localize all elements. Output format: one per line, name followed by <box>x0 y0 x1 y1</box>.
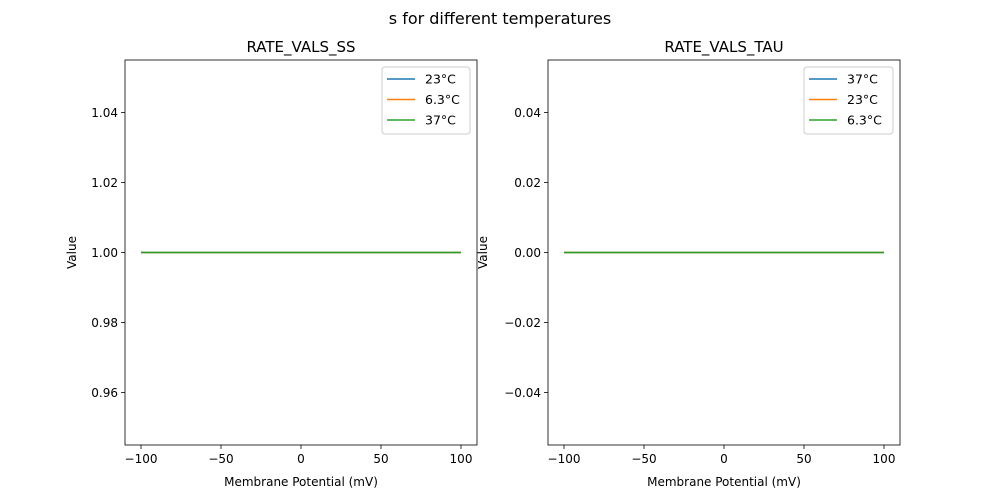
legend-entry: 6.3°C <box>847 113 882 128</box>
x-axis-label: Membrane Potential (mV) <box>224 475 378 489</box>
y-tick-label: 0.98 <box>91 316 118 330</box>
subplot-title: RATE_VALS_SS <box>246 38 355 57</box>
legend-frame <box>381 66 471 135</box>
x-tick-label: 0 <box>297 452 305 466</box>
legend-entry: 23°C <box>425 72 456 87</box>
y-tick-label: 0.04 <box>514 106 541 120</box>
x-tick-label: −100 <box>125 452 158 466</box>
subplot-title: RATE_VALS_TAU <box>664 38 783 57</box>
legend-entry: 37°C <box>425 113 456 128</box>
x-tick-label: −50 <box>208 452 233 466</box>
y-tick-label: 0.00 <box>514 246 541 260</box>
legend-entry: 37°C <box>847 72 878 87</box>
legend-frame <box>803 66 894 135</box>
x-tick-label: 50 <box>373 452 388 466</box>
y-tick-label: 1.00 <box>91 246 118 260</box>
legend: 23°C 6.3°C 37°C <box>381 66 471 135</box>
x-tick-label: 50 <box>796 452 811 466</box>
y-axis-label: Value <box>65 236 79 269</box>
x-tick-label: 100 <box>450 452 473 466</box>
y-axis-label: Value <box>476 236 490 269</box>
y-tick-label: 0.02 <box>514 176 541 190</box>
x-axis-label: Membrane Potential (mV) <box>647 475 801 489</box>
y-tick-label: −0.04 <box>504 386 541 400</box>
y-tick-label: 0.96 <box>91 386 118 400</box>
x-tick-label: 0 <box>720 452 728 466</box>
figure-suptitle: s for different temperatures <box>389 9 611 28</box>
subplot-1: RATE_VALS_SS −100 −50 0 50 100 0.96 0.98 1.00 1.0… <box>65 38 478 489</box>
axes-frame <box>547 59 901 446</box>
x-tick-label: −100 <box>548 452 581 466</box>
axes-frame <box>124 59 478 446</box>
y-tick-label: 1.02 <box>91 176 118 190</box>
y-tick-label: 1.04 <box>91 106 118 120</box>
subplot-2: RATE_VALS_TAU −100 −50 0 50 100 −0.04 −0.02 0.00… <box>476 38 901 489</box>
legend: 37°C 23°C 6.3°C <box>803 66 894 135</box>
y-tick-label: −0.02 <box>504 316 541 330</box>
x-tick-label: −50 <box>631 452 656 466</box>
legend-entry: 23°C <box>847 92 878 107</box>
x-tick-label: 100 <box>873 452 896 466</box>
legend-entry: 6.3°C <box>425 92 460 107</box>
